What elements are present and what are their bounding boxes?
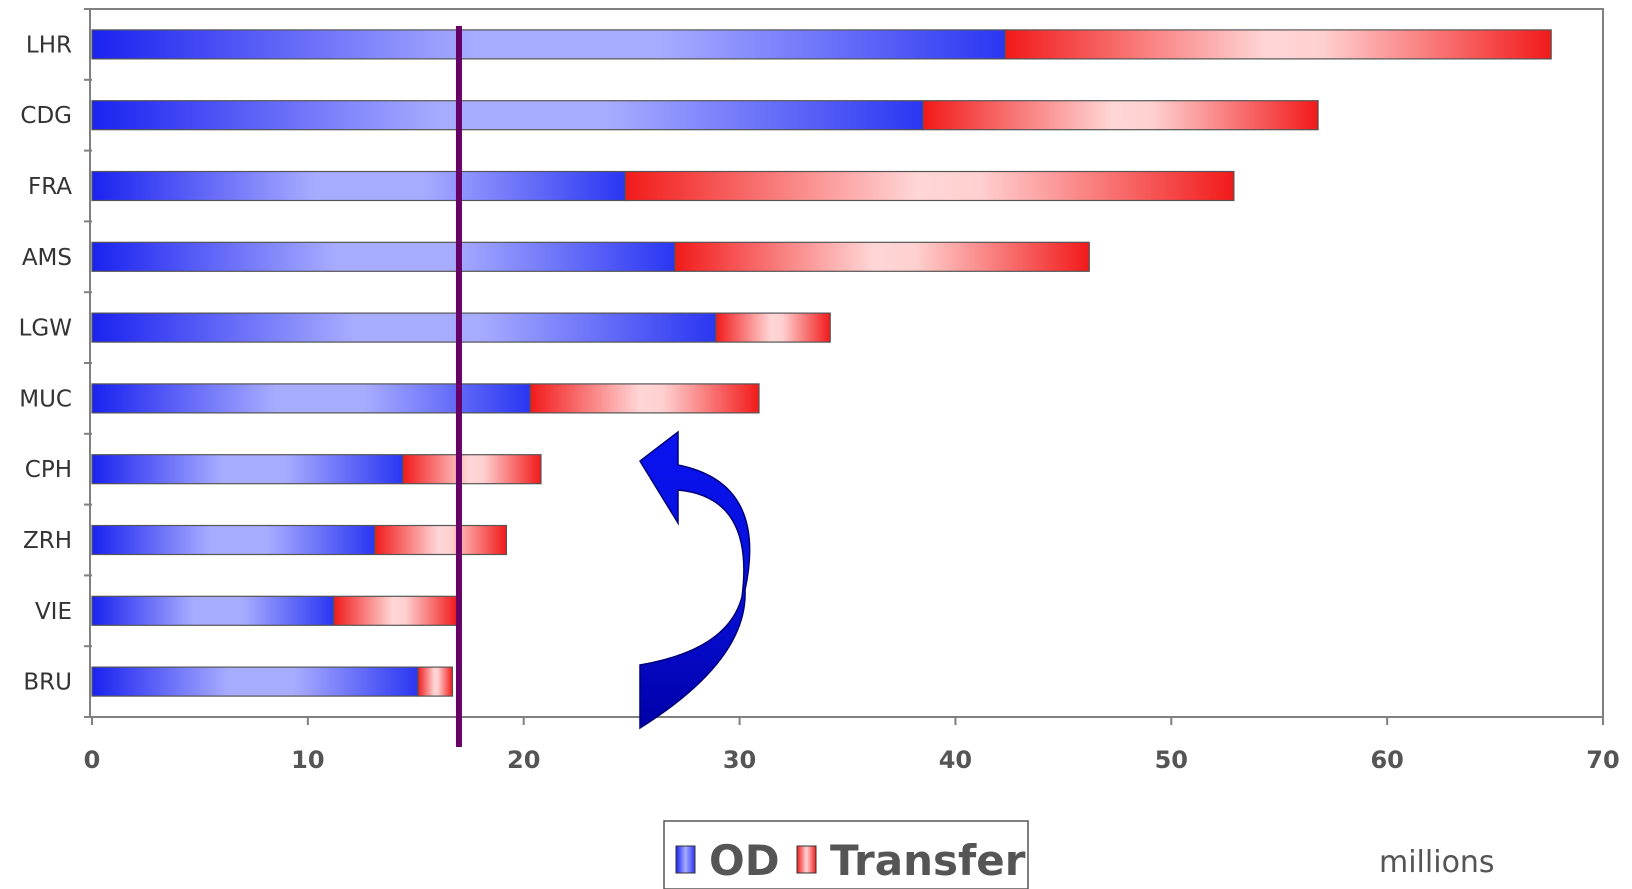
bar-transfer-lhr	[1004, 29, 1552, 60]
bar-od-bru	[91, 666, 419, 697]
legend-swatch-od	[675, 845, 696, 874]
legend: OD Transfer	[663, 820, 1029, 889]
bar-transfer-cdg	[922, 100, 1319, 131]
category-label-vie: VIE	[35, 599, 72, 625]
bar-transfer-cph	[402, 454, 542, 485]
x-tick-label: 0	[84, 746, 101, 774]
bar-od-cph	[91, 454, 404, 485]
curved-arrow-annotation	[639, 430, 751, 730]
bar-transfer-fra	[624, 170, 1235, 202]
axes: LHR CDG FRA AMS LGW MUC CPH ZRH VIE BRU 0 10 20 30 40 5…	[19, 8, 1620, 774]
bar-od-vie	[91, 595, 335, 626]
bar-transfer-muc	[529, 383, 760, 414]
category-label-fra: FRA	[28, 174, 72, 200]
bar-transfer-bru	[417, 666, 454, 697]
x-tick-label: 20	[507, 746, 540, 774]
category-label-bru: BRU	[23, 670, 72, 696]
x-tick-label: 70	[1586, 746, 1619, 774]
category-label-cdg: CDG	[20, 103, 72, 129]
legend-box	[663, 820, 1029, 889]
x-tick-label: 10	[291, 746, 324, 774]
x-tick-label: 40	[939, 746, 972, 774]
category-label-muc: MUC	[19, 386, 72, 412]
bar-transfer-vie	[333, 595, 458, 626]
x-tick-label: 60	[1370, 746, 1403, 774]
bars	[91, 29, 1552, 697]
bar-od-cdg	[91, 100, 924, 131]
category-label-ams: AMS	[22, 245, 72, 271]
category-label-cph: CPH	[25, 457, 72, 483]
legend-label-transfer: Transfer	[830, 836, 1026, 885]
bar-transfer-lgw	[715, 312, 831, 343]
category-label-lhr: LHR	[26, 32, 72, 58]
legend-swatch-transfer	[796, 845, 817, 874]
x-tick-label: 30	[723, 746, 756, 774]
bar-od-zrh	[91, 524, 376, 556]
bar-transfer-ams	[674, 241, 1090, 272]
category-label-zrh: ZRH	[23, 528, 72, 554]
bar-transfer-zrh	[374, 524, 508, 556]
x-tick-label: 50	[1155, 746, 1188, 774]
legend-label-od: OD	[709, 836, 780, 885]
unit-label: millions	[1379, 845, 1495, 880]
bar-od-fra	[91, 170, 626, 202]
category-label-lgw: LGW	[19, 316, 72, 342]
bar-od-muc	[91, 383, 531, 414]
bar-od-ams	[91, 241, 676, 272]
bar-od-lhr	[91, 29, 1006, 60]
bar-od-lgw	[91, 312, 717, 343]
